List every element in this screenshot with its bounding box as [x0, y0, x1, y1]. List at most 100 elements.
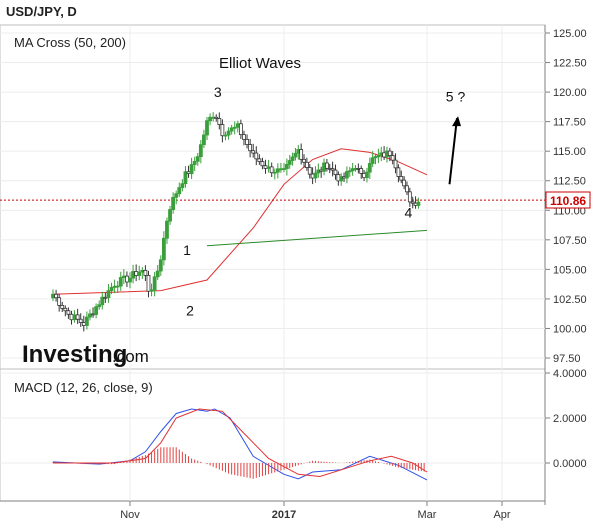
candle: [402, 176, 407, 190]
wave-label: 3: [214, 84, 222, 100]
candle: [410, 196, 415, 209]
candle: [232, 121, 237, 135]
price-tick-label: 100.00: [553, 323, 587, 335]
candle: [275, 163, 280, 179]
candle-body: [339, 176, 344, 182]
candle-body: [75, 314, 80, 320]
candle-body: [390, 155, 395, 161]
candle: [192, 156, 197, 171]
candle-body: [223, 134, 228, 137]
wave-label: 2: [186, 302, 194, 318]
candle: [109, 282, 114, 295]
wave-label: 4: [405, 204, 413, 220]
candle-body: [97, 304, 102, 308]
candle: [373, 153, 378, 165]
candle-body: [143, 270, 148, 276]
candle-body: [407, 191, 412, 203]
candle: [365, 167, 369, 183]
candle-body: [272, 171, 277, 174]
candle-body: [171, 196, 176, 210]
candle: [161, 231, 166, 266]
candle-body: [152, 276, 157, 291]
candle: [168, 205, 172, 225]
candle: [242, 130, 246, 146]
watermark-suffix: .com: [112, 347, 149, 366]
candle-body: [359, 168, 364, 174]
price-tick-label: 97.50: [553, 353, 581, 365]
candle-body: [161, 237, 166, 261]
candle: [387, 147, 392, 162]
candle: [174, 190, 179, 205]
candle: [293, 148, 298, 161]
candle: [155, 265, 160, 280]
candle: [128, 272, 132, 289]
macd-lines: [52, 408, 428, 481]
candle-body: [109, 287, 114, 292]
candle: [416, 197, 421, 209]
candle-body: [251, 150, 256, 154]
candle: [63, 305, 68, 317]
price-tick-label: 125.00: [553, 28, 587, 40]
candle: [396, 164, 401, 183]
candle-body: [195, 156, 200, 162]
candle: [97, 300, 102, 310]
candle: [106, 283, 111, 303]
candle-body: [198, 144, 203, 158]
candle: [229, 124, 234, 135]
candle-body: [192, 160, 197, 165]
candle-body: [263, 165, 268, 169]
candle: [302, 154, 306, 168]
candle: [367, 157, 372, 180]
candle-body: [54, 293, 58, 299]
candle: [287, 155, 292, 169]
candle-body: [376, 155, 381, 158]
candle: [226, 127, 231, 140]
candle-body: [155, 270, 160, 278]
candle: [251, 143, 256, 158]
candle: [195, 152, 200, 166]
candle: [189, 157, 194, 180]
candle-body: [165, 220, 169, 239]
candle-body: [402, 179, 407, 187]
candles: [51, 112, 421, 332]
candle-body: [134, 271, 139, 276]
candle-body: [81, 322, 86, 326]
candle: [152, 272, 157, 297]
candle: [257, 154, 262, 165]
candle: [183, 166, 188, 188]
candle-body: [365, 171, 369, 179]
candle-body: [333, 169, 338, 175]
candle-body: [158, 259, 163, 272]
candle: [333, 164, 338, 180]
candle: [339, 173, 344, 186]
candle: [359, 165, 364, 179]
candle-body: [118, 277, 123, 287]
candle-body: [399, 176, 404, 181]
candle-body: [146, 274, 151, 292]
candle: [143, 265, 148, 282]
candle: [407, 187, 412, 207]
candle: [165, 217, 169, 245]
candle-body: [180, 183, 185, 188]
candle-body: [387, 150, 392, 156]
candle: [60, 301, 65, 312]
candle-body: [373, 156, 378, 159]
price-tick-label: 117.50: [553, 117, 586, 129]
macd-panel-frame: [0, 368, 546, 502]
candle-body: [88, 313, 92, 318]
candle: [198, 140, 203, 164]
candle-body: [63, 307, 68, 312]
candle: [171, 192, 176, 214]
candle-body: [226, 130, 231, 136]
candle: [84, 311, 89, 330]
candle: [260, 157, 265, 170]
candle-body: [137, 271, 142, 276]
candle-body: [217, 118, 222, 125]
candle: [177, 182, 182, 197]
elliot-waves-title: Elliot Waves: [219, 55, 301, 72]
candle-body: [248, 144, 253, 152]
candle-body: [106, 290, 111, 299]
candle: [205, 117, 209, 140]
candle-body: [51, 293, 55, 299]
watermark-brand: Investing: [22, 341, 127, 368]
